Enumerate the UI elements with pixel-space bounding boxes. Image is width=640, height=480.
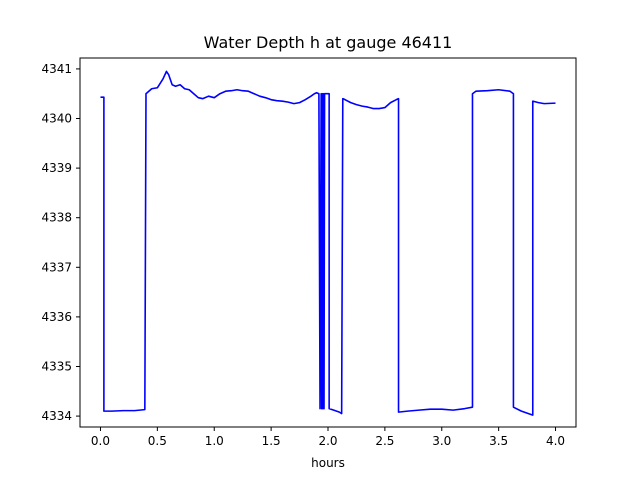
y-axis: 4334 4335 4336 4337 4338 4339 4340 4341 <box>41 62 80 423</box>
x-tick-label: 0.5 <box>148 434 167 448</box>
x-tick-label: 1.5 <box>262 434 281 448</box>
y-tick-label: 4340 <box>41 112 72 126</box>
y-tick-label: 4335 <box>41 359 72 373</box>
series-line-0 <box>100 70 556 416</box>
x-axis: 0.0 0.5 1.0 1.5 2.0 2.5 3.0 3.5 4.0 <box>91 427 565 448</box>
x-tick-label: 1.0 <box>205 434 224 448</box>
x-tick-label: 3.5 <box>489 434 508 448</box>
x-tick-label: 3.0 <box>432 434 451 448</box>
x-tick-label: 2.5 <box>375 434 394 448</box>
chart-title: Water Depth h at gauge 46411 <box>204 33 453 52</box>
y-tick-label: 4336 <box>41 310 72 324</box>
plot-area <box>100 70 556 416</box>
y-tick-label: 4339 <box>41 161 72 175</box>
x-tick-label: 0.0 <box>91 434 110 448</box>
y-tick-label: 4334 <box>41 409 72 423</box>
x-tick-label: 4.0 <box>546 434 565 448</box>
y-tick-label: 4338 <box>41 211 72 225</box>
x-tick-label: 2.0 <box>318 434 337 448</box>
x-axis-label: hours <box>311 456 345 470</box>
y-tick-label: 4337 <box>41 260 72 274</box>
y-tick-label: 4341 <box>41 62 72 76</box>
